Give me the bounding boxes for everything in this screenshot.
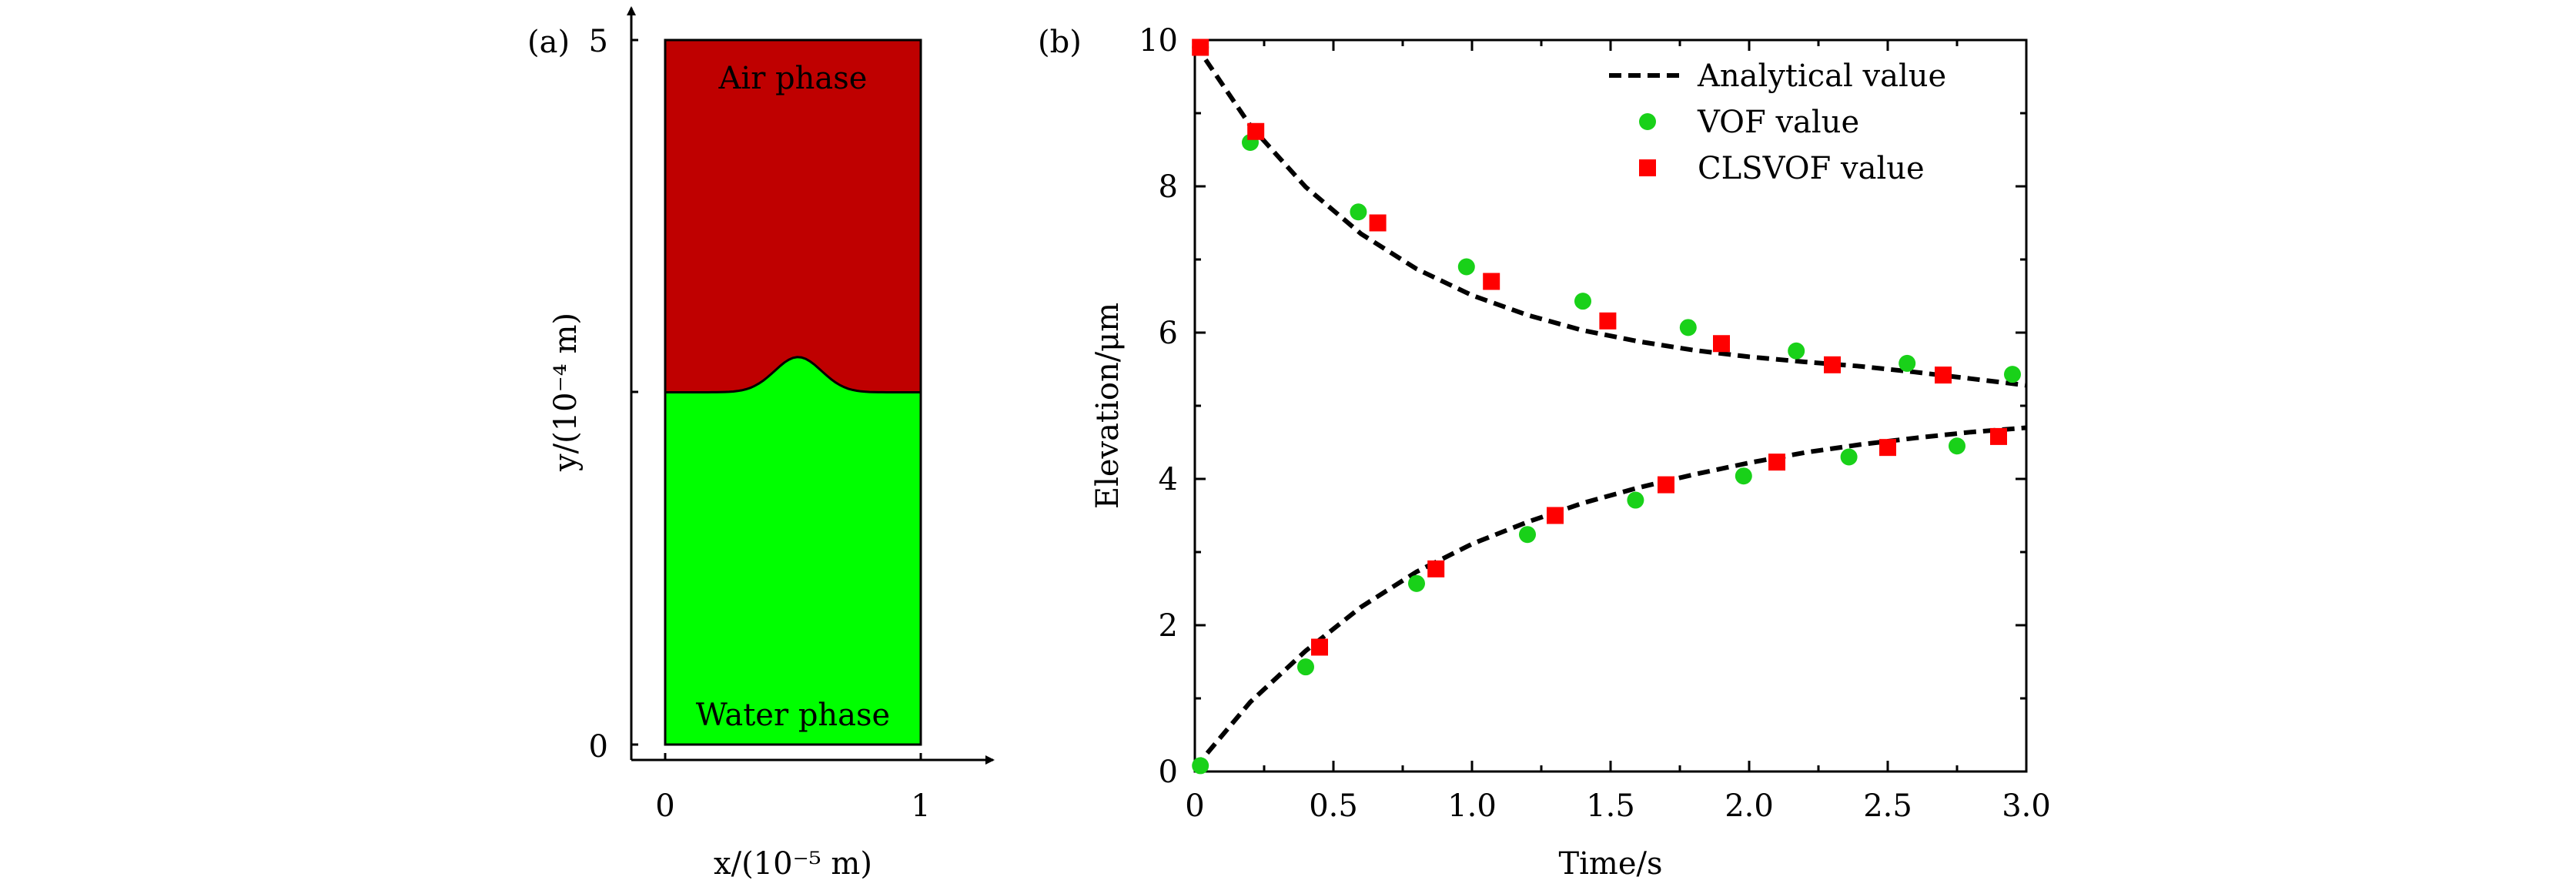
clsvof-point [1599, 312, 1617, 330]
legend: Analytical value VOF value CLSVOF value [1609, 59, 1946, 186]
y-tick-label-a-0: 0 [589, 729, 608, 765]
y-tick-label-b: 10 [1139, 23, 1178, 59]
x-tick-label-b: 2.0 [1725, 788, 1774, 824]
clsvof-point [1311, 638, 1328, 656]
vof-point [1949, 437, 1965, 455]
vof-point [1192, 757, 1209, 775]
vof-point [1840, 448, 1858, 466]
x-tick-label-b: 1.5 [1586, 788, 1635, 824]
legend-vof-label: VOF value [1697, 105, 1859, 140]
vof-point [1627, 491, 1644, 509]
panel-a: (a) Air phase Water phase 0 1 0 5 x/(10⁻… [527, 6, 995, 882]
y-tick-label-a-5: 5 [589, 24, 608, 59]
ticks-b [1193, 38, 2028, 773]
air-phase-region [665, 40, 921, 396]
legend-clsvof-label: CLSVOF value [1698, 151, 1925, 186]
legend-vof-swatch [1639, 113, 1656, 130]
x-tick-label-b: 3.0 [2002, 788, 2051, 824]
panel-a-label: (a) [527, 25, 570, 60]
tick-labels-b: 0 0.5 1.0 1.5 2.0 2.5 3.0 0 2 4 6 8 10 [1139, 23, 2051, 824]
y-axis-label-b: Elevation/μm [1090, 303, 1126, 509]
clsvof-point [1824, 356, 1841, 373]
clsvof-point [1879, 439, 1896, 457]
panel-b-label: (b) [1038, 25, 1082, 60]
vof-point [1735, 467, 1752, 485]
panel-b: (b) 0 0.5 1.0 1.5 2.0 2.5 3.0 0 2 4 6 8 10 Time/s El… [1038, 23, 2051, 882]
clsvof-point [1713, 335, 1730, 353]
vof-point [1408, 574, 1425, 592]
vof-point [1297, 658, 1314, 676]
y-tick-label-b: 6 [1159, 316, 1178, 351]
y-tick-label-b: 0 [1159, 755, 1178, 790]
vof-point [1457, 258, 1475, 276]
clsvof-point [1247, 122, 1265, 140]
vof-point [1574, 293, 1591, 310]
x-tick-label-b: 2.5 [1863, 788, 1912, 824]
interface-line [665, 356, 921, 393]
vof-point [1519, 526, 1536, 544]
clsvof-point [1427, 560, 1445, 577]
x-tick-label-b: 0.5 [1309, 788, 1358, 824]
water-phase-region [665, 356, 921, 745]
x-tick-label-a-0: 0 [655, 788, 674, 824]
x-axis-label-a: x/(10⁻⁵ m) [714, 846, 872, 882]
domain-border [664, 38, 922, 746]
clsvof-point [1547, 507, 1564, 524]
vof-point [1788, 342, 1805, 360]
y-tick-label-b: 2 [1159, 608, 1178, 644]
x-tick-label-b: 1.0 [1447, 788, 1497, 824]
vof-point [1350, 203, 1367, 221]
clsvof-point [1658, 476, 1674, 494]
legend-clsvof-swatch [1639, 159, 1656, 176]
vof-point [1899, 354, 1916, 372]
air-phase-label: Air phase [718, 61, 868, 96]
x-tick-label-b: 0 [1185, 788, 1204, 824]
clsvof-point [1192, 38, 1209, 56]
vof-point [2004, 366, 2021, 383]
legend-analytical-label: Analytical value [1697, 59, 1946, 94]
clsvof-points [1192, 38, 2007, 656]
clsvof-point [1768, 454, 1785, 471]
x-axis-label-b: Time/s [1558, 846, 1662, 882]
clsvof-point [1990, 427, 2007, 445]
y-tick-label-b: 8 [1159, 169, 1178, 205]
vof-point [1679, 319, 1697, 336]
analytical-lower-line [1193, 425, 2027, 770]
y-tick-label-b: 4 [1159, 462, 1178, 497]
plot-frame-b [1193, 38, 2028, 773]
clsvof-point [1935, 367, 1952, 384]
clsvof-point [1369, 214, 1387, 232]
y-axis-label-a: y/(10⁻⁴ m) [548, 313, 584, 472]
x-tick-label-a-1: 1 [911, 788, 930, 824]
water-phase-label: Water phase [696, 698, 890, 733]
analytical-upper-line [1193, 42, 2027, 388]
vof-points [1192, 38, 2021, 775]
clsvof-point [1483, 273, 1500, 290]
